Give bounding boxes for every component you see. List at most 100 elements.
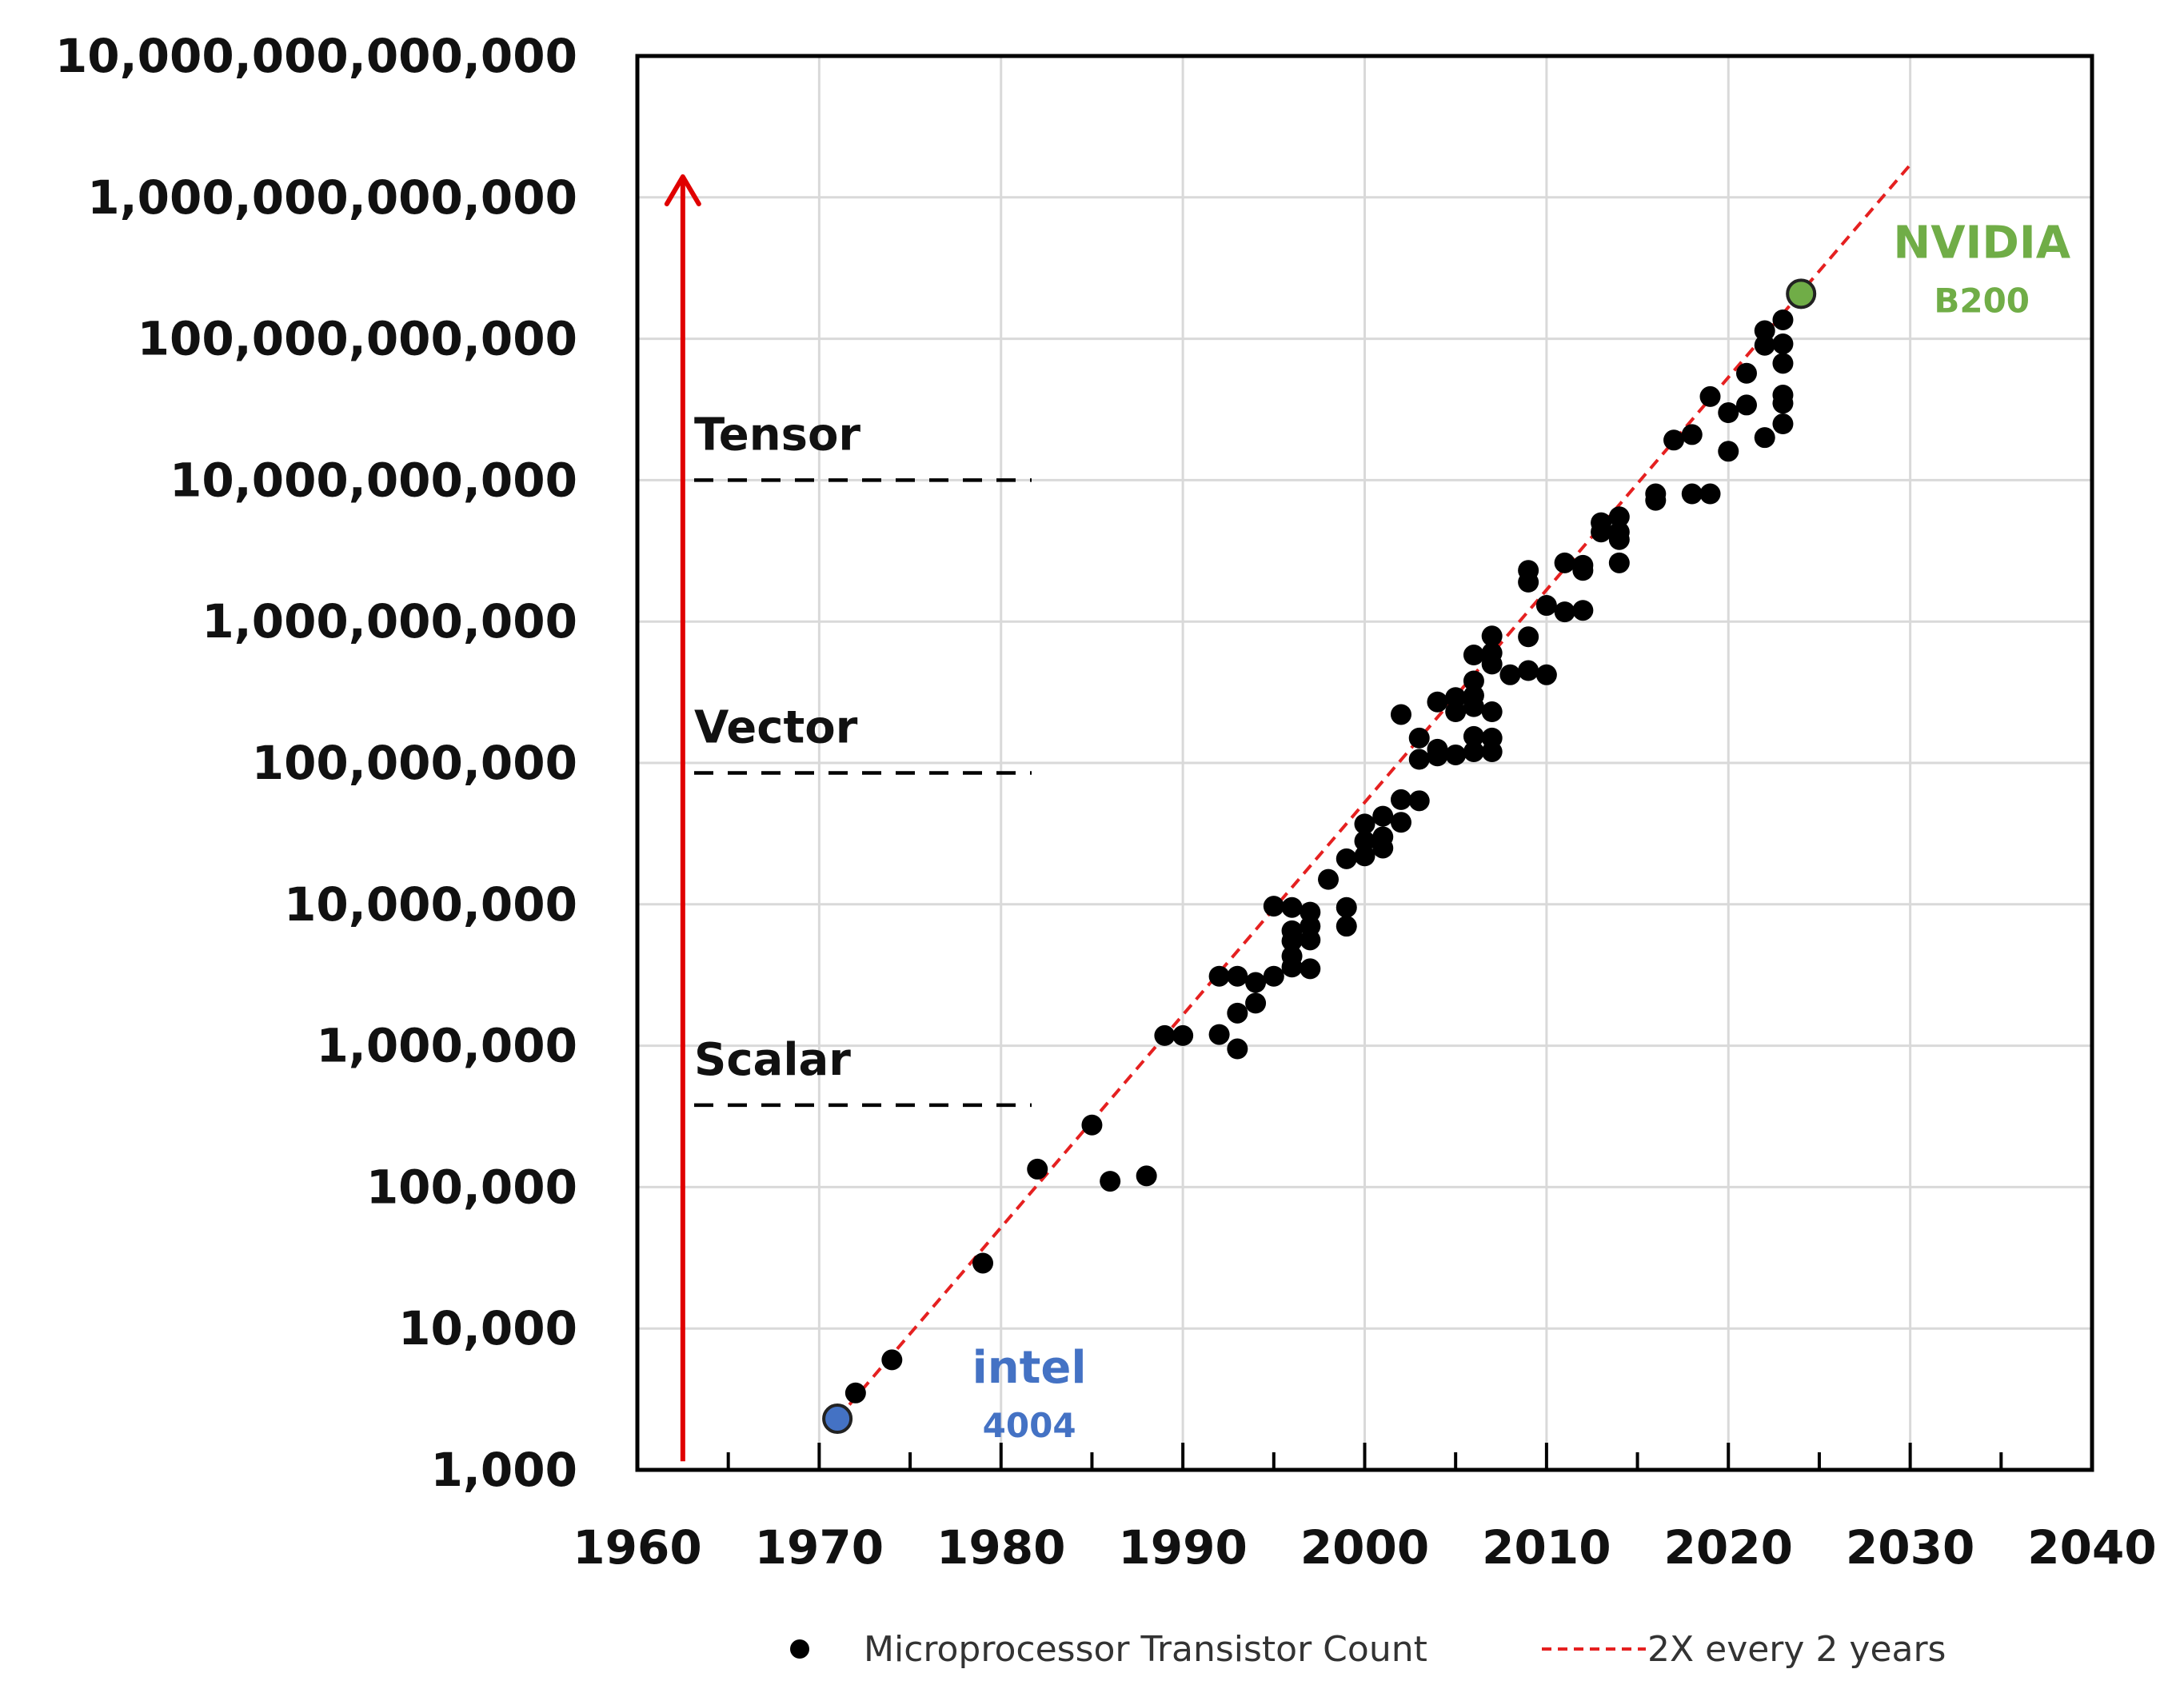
annotations: intel 4004 NVIDIA B200 [972, 217, 2071, 1445]
y-tick-label: 1,000,000 [316, 1019, 577, 1073]
era-labels: Scalar Vector Tensor [694, 409, 860, 1085]
data-point [1208, 1024, 1230, 1045]
data-point [1518, 560, 1539, 581]
data-point [1154, 1024, 1176, 1046]
data-point [1681, 424, 1703, 445]
x-tick-label: 2040 [2027, 1520, 2156, 1575]
data-point [1481, 625, 1503, 647]
data-point [1554, 552, 1575, 573]
data-point [1463, 741, 1484, 763]
y-tick-label: 10,000 [398, 1301, 577, 1356]
highlight-label: NVIDIA [1893, 217, 2070, 269]
data-point [1499, 664, 1521, 685]
data-point [1336, 848, 1357, 869]
data-point [1608, 506, 1630, 528]
legend: Microprocessor Transistor Count 2X every … [790, 1629, 1946, 1670]
data-point [1772, 309, 1794, 330]
data-point [1300, 929, 1321, 951]
data-point [1554, 601, 1575, 623]
data-point [1263, 965, 1284, 987]
data-point [1281, 930, 1303, 952]
data-point [1245, 972, 1267, 993]
x-tick-label: 1960 [573, 1520, 701, 1575]
data-point [1608, 552, 1630, 573]
data-point [1699, 483, 1721, 505]
highlight-sublabel: 4004 [983, 1406, 1076, 1445]
data-point [1336, 896, 1357, 918]
data-point [1027, 1158, 1048, 1180]
data-point [1245, 992, 1267, 1014]
data-point [1408, 727, 1430, 749]
data-point [972, 1252, 994, 1274]
data-point [1300, 958, 1321, 980]
data-point [1772, 413, 1794, 435]
x-tick-label: 1980 [936, 1520, 1065, 1575]
data-point [1408, 790, 1430, 812]
data-point [1354, 813, 1375, 835]
x-tick-label: 2000 [1300, 1520, 1429, 1575]
y-tick-label: 100,000,000 [252, 736, 577, 790]
data-point [1336, 916, 1357, 937]
data-point [1445, 687, 1467, 709]
data-point [1754, 320, 1775, 341]
data-point [1427, 738, 1448, 760]
data-point [1463, 645, 1484, 666]
y-tick-label: 1,000,000,000,000 [87, 170, 577, 225]
era-label: Tensor [694, 409, 860, 461]
x-tick-label: 2030 [1846, 1520, 1974, 1575]
data-point [1227, 965, 1248, 987]
data-point [1445, 744, 1467, 765]
data-point [1572, 600, 1594, 621]
highlight-point [822, 1404, 853, 1435]
data-point [1481, 727, 1503, 749]
highlight-point [1786, 278, 1817, 309]
data-point [1408, 749, 1430, 770]
data-point [1718, 402, 1739, 424]
x-axis-ticks [636, 1443, 2094, 1470]
era-label: Scalar [694, 1034, 851, 1086]
data-point [1718, 441, 1739, 462]
data-point [1518, 660, 1539, 681]
y-tick-label: 1,000 [431, 1443, 577, 1497]
data-point [1645, 483, 1667, 505]
data-point [1372, 805, 1394, 827]
data-point [1463, 670, 1484, 692]
y-tick-label: 10,000,000,000 [170, 453, 577, 507]
data-point [1227, 1038, 1248, 1060]
trend-line [836, 163, 1912, 1420]
growth-arrow [664, 174, 701, 1462]
data-point [1735, 394, 1757, 416]
data-point [1390, 789, 1411, 810]
data-point [1772, 353, 1794, 374]
data-point [844, 1382, 866, 1404]
data-point [1281, 956, 1303, 978]
data-point [1281, 896, 1303, 918]
data-point [1390, 812, 1411, 833]
data-point [1608, 521, 1630, 543]
y-tick-label: 100,000 [366, 1160, 577, 1214]
data-point [1354, 845, 1375, 867]
y-tick-label: 10,000,000 [284, 877, 577, 932]
data-point [1699, 385, 1721, 407]
data-point [1318, 868, 1340, 890]
data-point [1172, 1024, 1194, 1046]
y-tick-label: 1,000,000,000 [202, 594, 577, 649]
scatter-points [844, 309, 1794, 1404]
data-point [1427, 691, 1448, 713]
data-point [1754, 334, 1775, 356]
data-point [1445, 701, 1467, 723]
legend-marker-scatter [790, 1639, 809, 1659]
data-point [1263, 896, 1284, 917]
data-point [881, 1349, 903, 1371]
data-point [1081, 1114, 1103, 1136]
arrow-head [664, 174, 701, 206]
x-tick-label: 1970 [755, 1520, 884, 1575]
highlight-label: intel [972, 1342, 1087, 1394]
x-axis-tick-labels: 1960 1970 1980 1990 2000 2010 2020 2030 2040 [573, 1520, 2156, 1575]
data-point [1481, 701, 1503, 723]
data-point [1208, 965, 1230, 987]
y-axis-tick-labels: 1,000 10,000 100,000 1,000,000 10,000,000 100… [55, 29, 577, 1497]
data-point [1518, 626, 1539, 648]
data-point [1663, 429, 1685, 451]
